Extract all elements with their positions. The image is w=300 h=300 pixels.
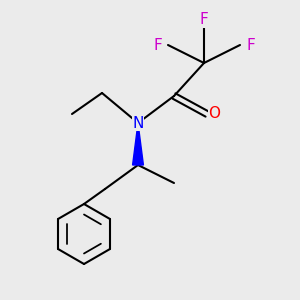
Text: N: N: [132, 116, 144, 130]
Polygon shape: [133, 123, 143, 165]
Text: F: F: [246, 38, 255, 52]
Text: F: F: [200, 12, 208, 27]
Text: O: O: [208, 106, 220, 122]
Text: F: F: [153, 38, 162, 52]
